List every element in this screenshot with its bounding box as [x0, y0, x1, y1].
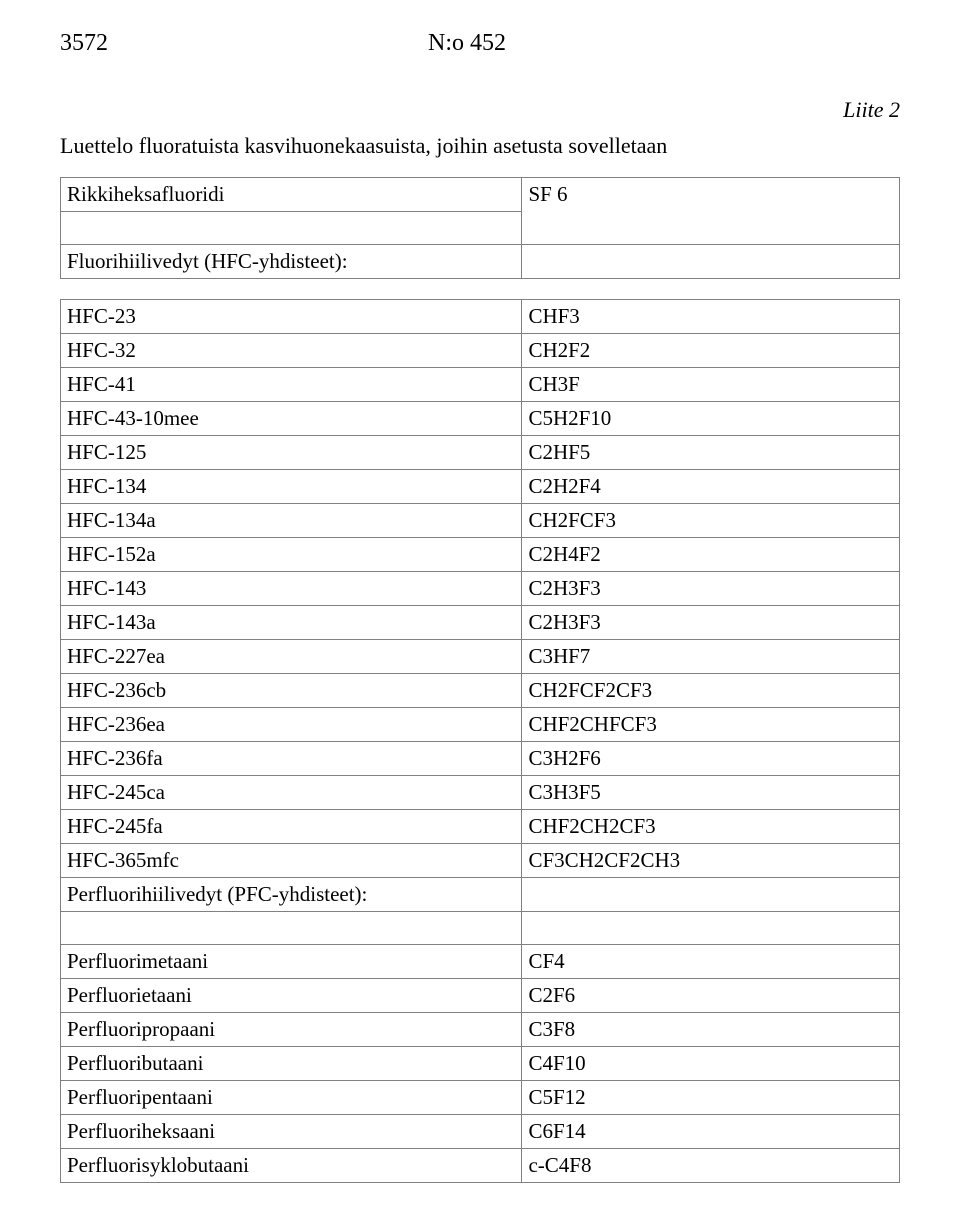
cell-value: C4F10	[522, 1047, 900, 1081]
table-row: HFC-245caC3H3F5	[61, 776, 900, 810]
cell-label: HFC-41	[61, 368, 522, 402]
table-row: PerfluoripropaaniC3F8	[61, 1013, 900, 1047]
cell-value: C3HF7	[522, 640, 900, 674]
cell-value: C2HF5	[522, 436, 900, 470]
compound-table: HFC-23CHF3HFC-32CH2F2HFC-41CH3FHFC-43-10…	[60, 299, 900, 1183]
table-row: HFC-125C2HF5	[61, 436, 900, 470]
table-row: HFC-236faC3H2F6	[61, 742, 900, 776]
header: 3572 N:o 452	[60, 30, 900, 57]
cell-value: C3H2F6	[522, 742, 900, 776]
cell-label: Perfluoripropaani	[61, 1013, 522, 1047]
cell-label: HFC-227ea	[61, 640, 522, 674]
cell-label: Perfluorihiilivedyt (PFC-yhdisteet):	[61, 878, 522, 912]
table-row: PerfluoriheksaaniC6F14	[61, 1115, 900, 1149]
table-row: HFC-236eaCHF2CHFCF3	[61, 708, 900, 742]
cell-value: CHF2CHFCF3	[522, 708, 900, 742]
cell-value: CH2FCF3	[522, 504, 900, 538]
cell-label: HFC-245fa	[61, 810, 522, 844]
cell-value: CH2FCF2CF3	[522, 674, 900, 708]
cell-value	[522, 878, 900, 912]
cell-value: SF 6	[522, 178, 900, 245]
table-row: Perfluorisyklobutaanic-C4F8	[61, 1149, 900, 1183]
table-row: HFC-41CH3F	[61, 368, 900, 402]
cell-label: HFC-134a	[61, 504, 522, 538]
page-title: Luettelo fluoratuista kasvihuonekaasuist…	[60, 133, 900, 159]
cell-label: HFC-236ea	[61, 708, 522, 742]
cell-label: HFC-23	[61, 300, 522, 334]
table-row: PerfluoripentaaniC5F12	[61, 1081, 900, 1115]
table-row: HFC-143aC2H3F3	[61, 606, 900, 640]
cell-value: CF3CH2CF2CH3	[522, 844, 900, 878]
cell-value: CHF3	[522, 300, 900, 334]
cell-label: HFC-152a	[61, 538, 522, 572]
cell-value: C5F12	[522, 1081, 900, 1115]
table-row: Rikkiheksafluoridi SF 6	[61, 178, 900, 212]
cell-label: HFC-125	[61, 436, 522, 470]
cell-label: Perfluorimetaani	[61, 945, 522, 979]
cell-label: HFC-365mfc	[61, 844, 522, 878]
cell-label: Perfluoripentaani	[61, 1081, 522, 1115]
cell-label: HFC-32	[61, 334, 522, 368]
table-row: HFC-365mfcCF3CH2CF2CH3	[61, 844, 900, 878]
cell-label: Perfluorisyklobutaani	[61, 1149, 522, 1183]
table-row: PerfluorimetaaniCF4	[61, 945, 900, 979]
table-row: HFC-23CHF3	[61, 300, 900, 334]
cell-label: HFC-143	[61, 572, 522, 606]
table-row: PerfluoributaaniC4F10	[61, 1047, 900, 1081]
table-row: HFC-32CH2F2	[61, 334, 900, 368]
cell-label: HFC-236cb	[61, 674, 522, 708]
cell-value: C2H3F3	[522, 606, 900, 640]
table-row: HFC-43-10meeC5H2F10	[61, 402, 900, 436]
cell-label: Perfluorietaani	[61, 979, 522, 1013]
table-row: PerfluorietaaniC2F6	[61, 979, 900, 1013]
cell-label: HFC-236fa	[61, 742, 522, 776]
table-row: HFC-134aCH2FCF3	[61, 504, 900, 538]
cell-empty	[61, 212, 522, 245]
cell-label: Perfluoributaani	[61, 1047, 522, 1081]
cell-value: C3H3F5	[522, 776, 900, 810]
cell-empty	[522, 912, 900, 945]
table-row: HFC-245faCHF2CH2CF3	[61, 810, 900, 844]
cell-value: C5H2F10	[522, 402, 900, 436]
page-number: 3572	[60, 30, 108, 57]
cell-value: CH2F2	[522, 334, 900, 368]
cell-label: HFC-134	[61, 470, 522, 504]
cell-value: CF4	[522, 945, 900, 979]
cell-value: C2H4F2	[522, 538, 900, 572]
table-row: HFC-143C2H3F3	[61, 572, 900, 606]
table-row: HFC-134C2H2F4	[61, 470, 900, 504]
cell-value: C3F8	[522, 1013, 900, 1047]
cell-label: Rikkiheksafluoridi	[61, 178, 522, 212]
cell-value: C2F6	[522, 979, 900, 1013]
cell-label: Perfluoriheksaani	[61, 1115, 522, 1149]
header-table: Rikkiheksafluoridi SF 6 Fluorihiilivedyt…	[60, 177, 900, 279]
cell-label: HFC-245ca	[61, 776, 522, 810]
cell-value: CHF2CH2CF3	[522, 810, 900, 844]
table-row: Perfluorihiilivedyt (PFC-yhdisteet):	[61, 878, 900, 912]
cell-value: C2H3F3	[522, 572, 900, 606]
cell-value: c-C4F8	[522, 1149, 900, 1183]
cell-label: HFC-43-10mee	[61, 402, 522, 436]
table-row	[61, 912, 900, 945]
cell-label: HFC-143a	[61, 606, 522, 640]
cell-empty	[61, 912, 522, 945]
spacer	[60, 279, 900, 299]
table-row: Fluorihiilivedyt (HFC-yhdisteet):	[61, 245, 900, 279]
cell-value	[522, 245, 900, 279]
cell-label: Fluorihiilivedyt (HFC-yhdisteet):	[61, 245, 522, 279]
appendix-label: Liite 2	[60, 97, 900, 123]
cell-value: C6F14	[522, 1115, 900, 1149]
page: 3572 N:o 452 Liite 2 Luettelo fluoratuis…	[0, 0, 960, 1223]
doc-number: N:o 452	[428, 30, 506, 57]
table-row: HFC-236cbCH2FCF2CF3	[61, 674, 900, 708]
table-row: HFC-227eaC3HF7	[61, 640, 900, 674]
cell-value: CH3F	[522, 368, 900, 402]
table-row: HFC-152aC2H4F2	[61, 538, 900, 572]
cell-value: C2H2F4	[522, 470, 900, 504]
